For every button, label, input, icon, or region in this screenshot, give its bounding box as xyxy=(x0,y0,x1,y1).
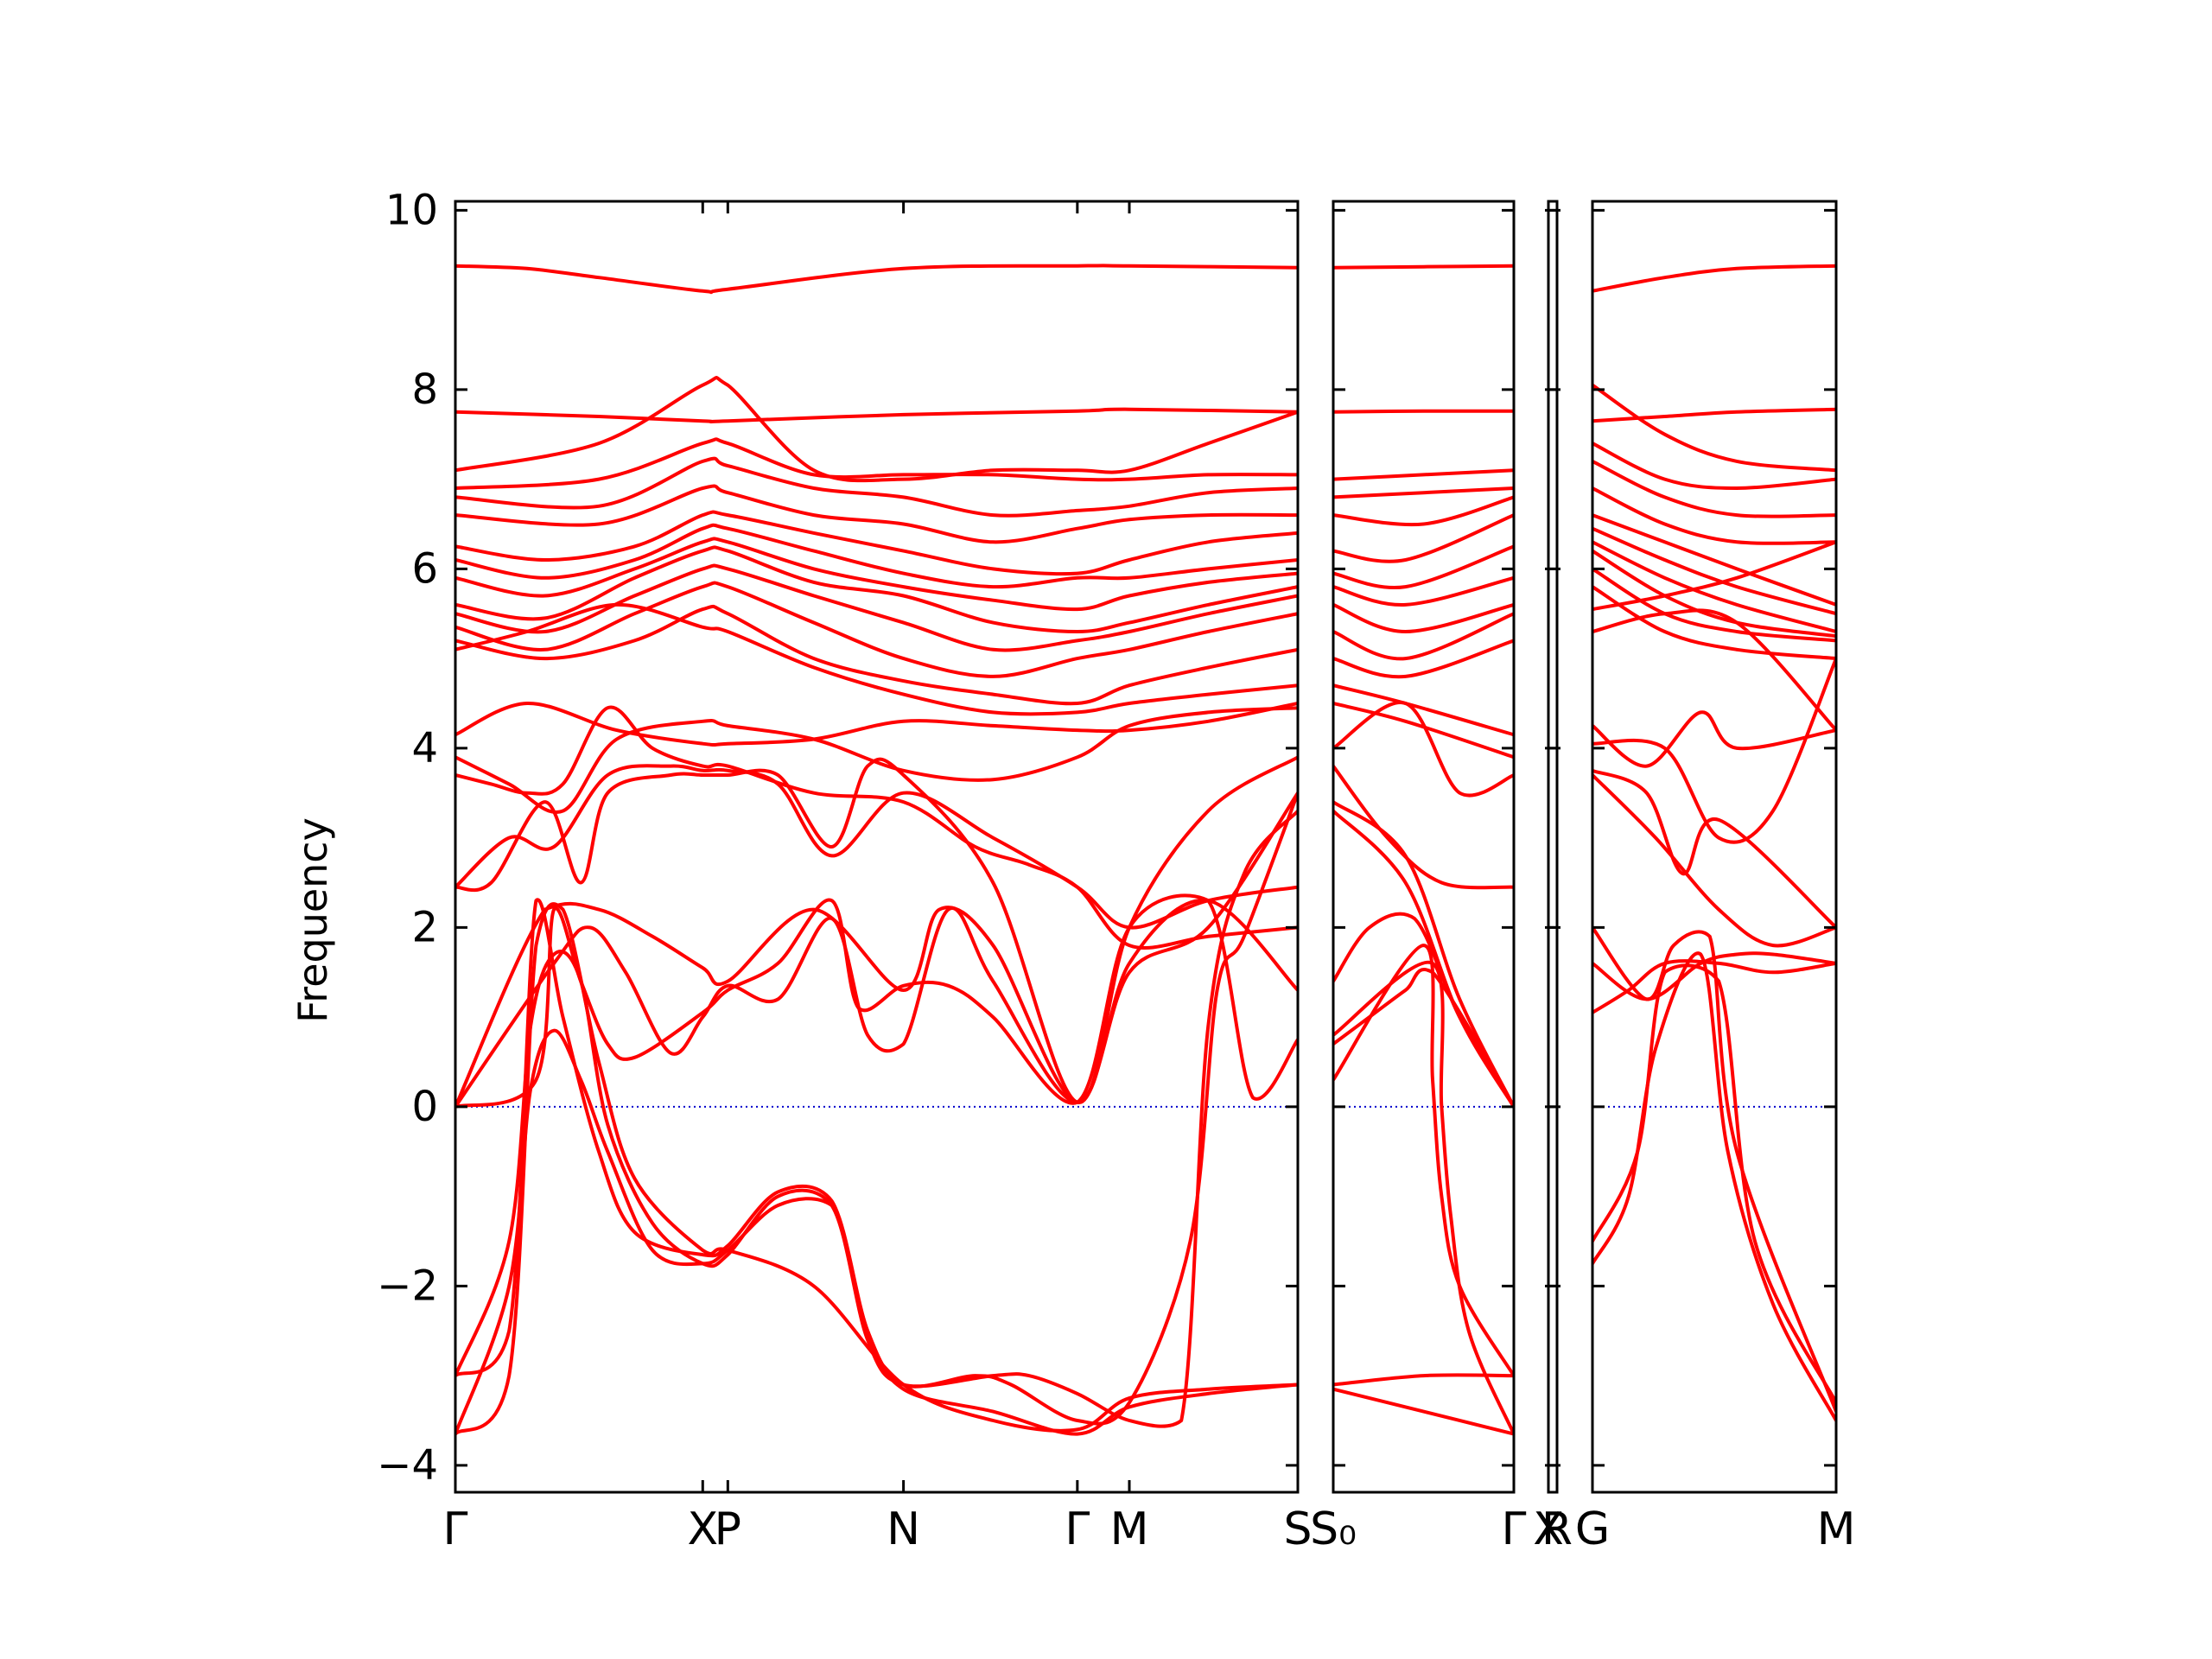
band-line xyxy=(1333,701,1514,798)
x-tick-label: M xyxy=(1110,1503,1149,1555)
band-line xyxy=(1333,513,1514,563)
band-line xyxy=(455,701,1298,747)
band-line xyxy=(455,484,1298,544)
band-line xyxy=(1333,602,1514,633)
x-tick-label: S xyxy=(1283,1503,1312,1555)
band-line xyxy=(1333,912,1514,1109)
y-tick-label: −2 xyxy=(377,1262,438,1310)
x-tick-label: N xyxy=(887,1503,920,1555)
band-line xyxy=(1592,710,1836,768)
y-tick-label: −4 xyxy=(377,1441,438,1490)
band-line xyxy=(1592,442,1836,490)
x-tick-label: X xyxy=(1533,1503,1564,1555)
band-line xyxy=(455,510,1298,576)
band-line xyxy=(1333,544,1514,589)
band-line xyxy=(455,581,1298,678)
band-line xyxy=(1333,575,1514,607)
band-line xyxy=(455,705,1298,950)
band-line xyxy=(1592,383,1836,473)
band-line xyxy=(1333,409,1514,414)
y-tick-label: 10 xyxy=(385,186,438,234)
band-line xyxy=(455,791,1298,1426)
band-line xyxy=(455,376,1298,483)
band-line xyxy=(1333,639,1514,679)
band-line xyxy=(455,898,1298,1436)
band-line xyxy=(1333,264,1514,270)
band-line xyxy=(1592,768,1836,930)
band-line xyxy=(1333,960,1514,1436)
band-line xyxy=(1333,1373,1514,1387)
band-line xyxy=(1592,951,1836,1422)
band-line xyxy=(1592,526,1836,616)
band-line xyxy=(1333,486,1514,499)
band-line xyxy=(1592,549,1836,639)
band-line xyxy=(455,437,1298,490)
band-line xyxy=(1592,486,1836,545)
panel-frame xyxy=(1591,200,1838,1494)
band-line xyxy=(455,456,1298,518)
band-line xyxy=(1592,585,1836,661)
y-tick-label: 4 xyxy=(411,724,438,772)
band-line xyxy=(455,537,1298,612)
band-line xyxy=(455,902,1298,1436)
band-line xyxy=(1333,468,1514,481)
band-line xyxy=(1592,407,1836,423)
x-tick-label: Γ xyxy=(1502,1503,1527,1555)
y-tick-label: 6 xyxy=(411,544,438,593)
band-line xyxy=(1592,459,1836,518)
band-line xyxy=(1592,925,1836,1414)
band-line xyxy=(1333,495,1514,527)
band-line xyxy=(455,602,1298,716)
band-line xyxy=(1592,540,1836,612)
band-line xyxy=(1592,567,1836,643)
band-line xyxy=(455,264,1298,295)
x-tick-label: X xyxy=(687,1503,718,1555)
band-line xyxy=(455,893,1298,1109)
x-tick-label: G xyxy=(1575,1503,1610,1555)
panel-frame xyxy=(1332,200,1516,1494)
band-line xyxy=(1592,657,1836,844)
band-line xyxy=(455,604,1298,706)
band-line xyxy=(455,545,1298,633)
x-tick-label: S₀ xyxy=(1310,1503,1357,1555)
panel-3: XR xyxy=(1533,200,1573,1555)
band-line xyxy=(1333,1387,1514,1436)
band-line xyxy=(1592,264,1836,293)
band-line xyxy=(455,791,1298,1109)
band-line xyxy=(1592,773,1836,948)
y-tick-label: 2 xyxy=(411,903,438,951)
y-tick-label: 8 xyxy=(411,365,438,414)
band-line xyxy=(1333,612,1514,661)
panel-2: S₀ Γ xyxy=(1310,200,1527,1555)
band-line xyxy=(1592,959,1836,1014)
band-line xyxy=(1333,702,1514,760)
band-line xyxy=(1592,540,1836,633)
x-tick-label: Γ xyxy=(1065,1503,1090,1555)
x-tick-label: Γ xyxy=(443,1503,468,1555)
band-line xyxy=(1333,944,1514,1378)
band-line xyxy=(455,764,1298,930)
band-line xyxy=(455,755,1298,1104)
y-tick-label: 0 xyxy=(411,1083,438,1131)
band-line xyxy=(1333,764,1514,890)
band-line xyxy=(455,706,1298,814)
panel-frame xyxy=(1547,200,1559,1494)
x-tick-label: P xyxy=(715,1503,741,1555)
panel-frame xyxy=(454,200,1300,1494)
band-line xyxy=(455,407,1298,423)
y-axis-label: Frequency xyxy=(289,817,336,1023)
x-tick-label: M xyxy=(1817,1503,1856,1555)
band-line xyxy=(1592,608,1836,733)
band-line xyxy=(1333,968,1514,1109)
band-line xyxy=(455,898,1298,1109)
x-tick-label: R xyxy=(1541,1503,1573,1555)
band-line xyxy=(455,523,1298,589)
band-line xyxy=(1592,951,1836,1001)
band-line xyxy=(1592,513,1836,607)
